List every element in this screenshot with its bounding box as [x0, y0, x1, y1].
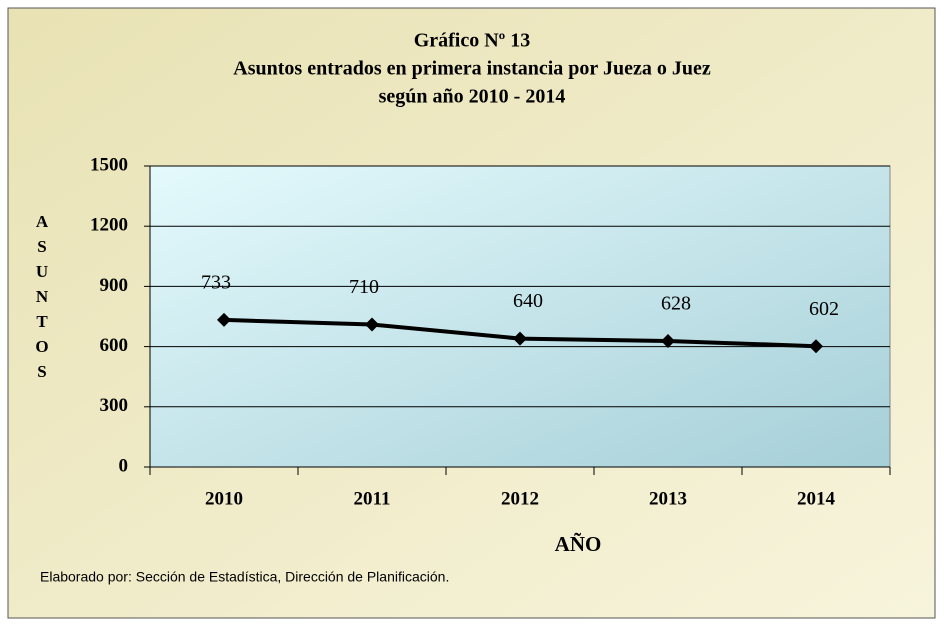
x-axis-label: AÑO — [555, 532, 602, 556]
data-label: 710 — [349, 276, 379, 298]
chart-title: Asuntos entrados en primera instancia po… — [233, 58, 711, 80]
marker — [809, 339, 823, 354]
data-label: 640 — [513, 290, 543, 312]
marker — [365, 317, 379, 332]
marker — [661, 333, 675, 348]
y-tick-label: 1500 — [90, 154, 128, 175]
data-label: 628 — [661, 293, 691, 315]
x-tick-label: 2011 — [354, 488, 391, 509]
y-axis-label: ASUNTOS — [33, 212, 52, 387]
y-tick-label: 900 — [100, 275, 129, 296]
y-tick-label: 1200 — [90, 215, 128, 236]
y-tick-label: 600 — [100, 335, 129, 356]
footnote: Elaborado por: Sección de Estadística, D… — [40, 569, 449, 585]
y-tick-label: 300 — [100, 395, 129, 416]
chart-title: según año 2010 - 2014 — [379, 86, 566, 108]
marker — [513, 331, 527, 346]
x-tick-label: 2013 — [649, 488, 687, 509]
chart-title: Gráfico Nº 13 — [414, 30, 531, 52]
x-tick-label: 2014 — [797, 488, 836, 509]
plot-area — [149, 165, 891, 468]
data-label: 602 — [809, 298, 839, 320]
x-tick-label: 2010 — [205, 488, 243, 509]
y-tick-label: 0 — [119, 455, 129, 476]
x-tick-label: 2012 — [501, 488, 539, 509]
data-label: 733 — [201, 272, 231, 294]
marker — [217, 312, 231, 327]
